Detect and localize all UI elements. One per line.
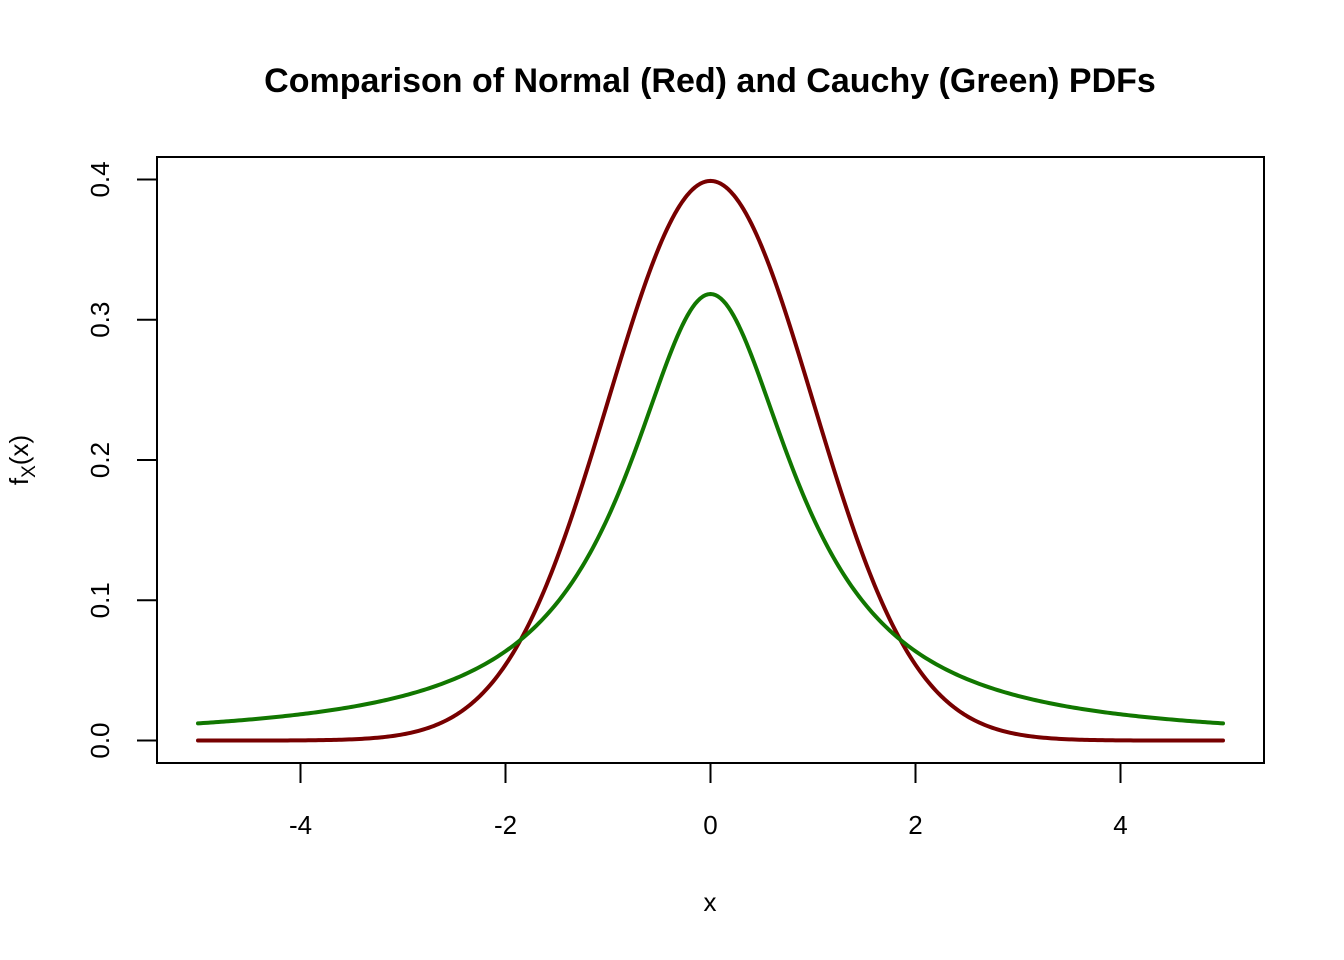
y-axis-label-base: f	[4, 477, 34, 485]
y-axis-label: fX(x)	[4, 435, 40, 485]
x-tick-label: 2	[908, 810, 922, 840]
x-axis-label: x	[704, 887, 717, 917]
cauchy-pdf-line	[196, 292, 1225, 726]
normal-pdf-line	[196, 178, 1225, 743]
y-axis-label-sub: X	[19, 465, 40, 478]
y-axis-label-rest: (x)	[4, 435, 34, 465]
x-tick-label: -4	[289, 810, 312, 840]
plot-area	[156, 156, 1265, 764]
x-axis: -4 -2 0 2 4	[289, 762, 1128, 840]
y-tick-label: 0.4	[85, 161, 115, 197]
chart-title: Comparison of Normal (Red) and Cauchy (G…	[264, 62, 1156, 100]
y-tick-label: 0.0	[85, 722, 115, 758]
y-tick-label: 0.3	[85, 302, 115, 338]
x-tick-label: 0	[703, 810, 717, 840]
y-axis: 0.0 0.1 0.2 0.3 0.4	[85, 161, 158, 759]
y-tick-label: 0.2	[85, 442, 115, 478]
x-tick-label: 4	[1113, 810, 1127, 840]
x-tick-label: -2	[494, 810, 517, 840]
y-tick-label: 0.1	[85, 582, 115, 618]
curves	[196, 178, 1225, 743]
